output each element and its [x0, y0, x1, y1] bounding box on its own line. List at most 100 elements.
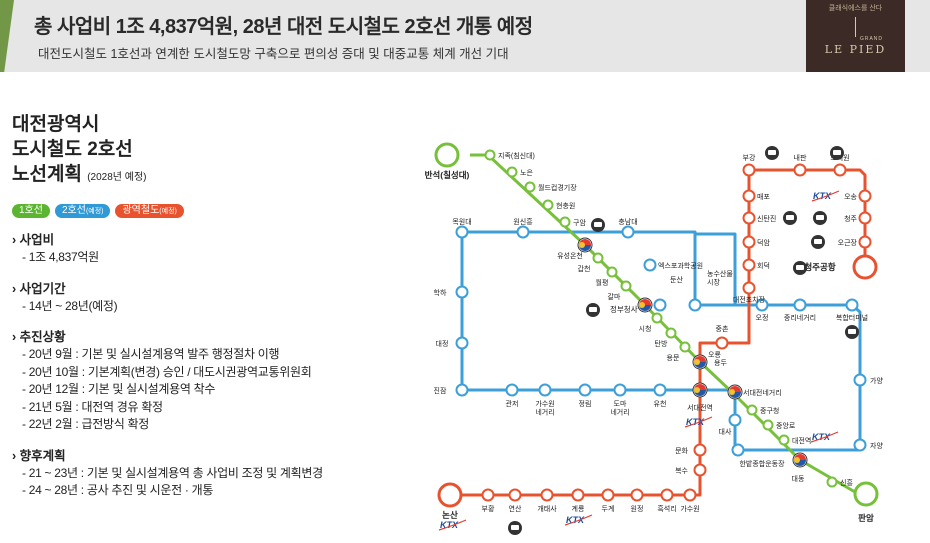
- logo-bar: [855, 17, 856, 37]
- line1-station-label: 중앙로: [776, 422, 796, 430]
- section-item: - 24 ~ 28년 : 공사 추진 및 시운전 · 개통: [22, 483, 214, 497]
- regional-station-label: 복수: [675, 467, 688, 475]
- section-title: 향후계획: [12, 448, 402, 465]
- line2-station: [455, 285, 469, 299]
- line1-station-label: 정부청사: [610, 304, 638, 314]
- regional-station-label: 오근장: [838, 238, 858, 247]
- regional-station: [508, 488, 522, 502]
- regional-station-label: 회덕: [757, 261, 770, 270]
- line1-station: [506, 166, 518, 178]
- ktx-icon-gyeryong: KTX: [566, 515, 585, 525]
- regional-station: [601, 488, 615, 502]
- line2-station: [653, 383, 667, 397]
- line1-transfer-dot: [794, 457, 800, 463]
- terminal-nonsan: [437, 482, 463, 508]
- line1-station: [524, 181, 536, 193]
- regional-station-label: 오송: [844, 193, 857, 201]
- plan-title-line2: 도시철도 2호선: [12, 139, 133, 160]
- line2-station-label: 복합터미널: [836, 313, 868, 322]
- line2-station: [853, 438, 867, 452]
- line2-station: [643, 258, 657, 272]
- regional-station: [833, 163, 847, 177]
- line2-station-label: 엑스포과학공원: [658, 261, 703, 270]
- line2-station-label: 서대전역: [687, 403, 713, 412]
- regional-station: [742, 281, 756, 295]
- line2-station-label: 원신흥: [513, 217, 533, 226]
- regional-station: [742, 235, 756, 249]
- section-future: 향후계획 - 21 ~ 23년 : 기본 및 실시설계용역 총 사업비 조정 및…: [12, 448, 402, 500]
- line2-station-label: 가양: [870, 376, 883, 385]
- line2-station: [728, 413, 742, 427]
- regional-station-label: 대전조차장: [733, 295, 766, 304]
- line2-station: [621, 225, 635, 239]
- regional-station: [571, 488, 585, 502]
- line1-station-label: 구암: [573, 219, 586, 227]
- bus-icon-yeonsan-window: [511, 525, 519, 530]
- terminal-label-nonsan: 논산: [442, 510, 458, 520]
- ktx-icon-daejeon: KTX: [812, 432, 831, 442]
- line1-station: [826, 476, 838, 488]
- regional-station-label: 두계: [602, 504, 615, 513]
- line2-station: [688, 298, 702, 312]
- line-legend: 1호선 2호선(예정) 광역철도(예정): [12, 204, 402, 218]
- line2-station-label: 대정: [436, 339, 449, 348]
- line1-station: [620, 280, 632, 292]
- line2-station: [755, 298, 769, 312]
- regional-station: [742, 189, 756, 203]
- section-item: - 22년 2월 : 급전방식 확정: [22, 417, 149, 431]
- line1-station: [542, 199, 554, 211]
- plan-title-line3-row: 노선계획 (2028년 예정): [12, 162, 402, 190]
- plan-title: 대전광역시 도시철도 2호선 노선계획 (2028년 예정): [12, 112, 402, 190]
- header-banner: 총 사업비 1조 4,837억원, 28년 대전 도시철도 2호선 개통 예정 …: [0, 0, 930, 72]
- line1-station-label: 현충원: [556, 201, 575, 210]
- line2-station: [793, 298, 807, 312]
- ktx-icon-daejeon-swoosh: [810, 431, 839, 443]
- section-title: 사업기간: [12, 281, 402, 298]
- line1-station-label: 탄방: [655, 339, 668, 348]
- ktx-icon-osong: KTX: [813, 191, 832, 201]
- section-progress: 추진상황 - 20년 9월 : 기본 및 실시설계용역 발주 행정절차 이행 -…: [12, 329, 402, 434]
- bus-icon-jochiwon-window: [833, 150, 841, 155]
- ktx-icon-nonsan-swoosh: [438, 519, 467, 531]
- line2-station: [731, 443, 745, 457]
- bus-icon-ogeunjang-window: [814, 239, 822, 244]
- regional-station: [793, 163, 807, 177]
- section-item: - 20년 10월 : 기본계획(변경) 승인 / 대도시권광역교통위원회: [22, 364, 312, 379]
- line2-station: [853, 373, 867, 387]
- legend-line1: 1호선: [12, 204, 50, 218]
- regional-station-label: 가수원: [680, 504, 699, 513]
- regional-station: [742, 258, 756, 272]
- line1-transfer-dot: [579, 242, 585, 248]
- logo-tagline: 클래식에스를 산다: [828, 5, 883, 12]
- line1-station: [679, 341, 691, 353]
- terminal-cheongju: [852, 254, 878, 280]
- section-item: - 21 ~ 23년 : 기본 및 실시설계용역 총 사업비 조정 및 계획변경: [22, 465, 323, 480]
- line2-station-label: 정림: [579, 399, 592, 408]
- line1-station: [746, 404, 758, 416]
- line2-station: [455, 225, 469, 239]
- line2-station-label: 한밭종합운동장: [739, 459, 785, 468]
- regional-station-label: 연산: [509, 504, 522, 513]
- line2-station-label: 도마: [614, 399, 627, 408]
- line2-station-label: 목원대: [452, 217, 471, 226]
- ktx-icon-seodaejeon-swoosh: [684, 416, 713, 428]
- line1-station-label: 대동: [792, 475, 805, 483]
- line2-station: [505, 383, 519, 397]
- line2-station-label: 네거리: [535, 408, 554, 417]
- banner-title: 총 사업비 1조 4,837억원, 28년 대전 도시철도 2호선 개통 예정: [34, 16, 533, 38]
- line1-station: [778, 434, 790, 446]
- regional-station: [858, 189, 872, 203]
- regional-station-label: 내판: [794, 153, 807, 162]
- line1-station: [651, 312, 663, 324]
- regional-station: [742, 163, 756, 177]
- regional-station-label: 문화: [675, 447, 688, 455]
- legend-line1-label: 1호선: [19, 205, 43, 216]
- terminal-panam: [853, 481, 879, 507]
- section-title: 추진상황: [12, 329, 402, 346]
- line1-station: [484, 149, 496, 161]
- regional-station: [683, 488, 697, 502]
- line1-station-label: 신흥: [840, 478, 853, 487]
- line1-station: [592, 252, 604, 264]
- regional-station-label: 부강: [743, 153, 756, 162]
- line2-station-label: 가수원: [535, 399, 554, 408]
